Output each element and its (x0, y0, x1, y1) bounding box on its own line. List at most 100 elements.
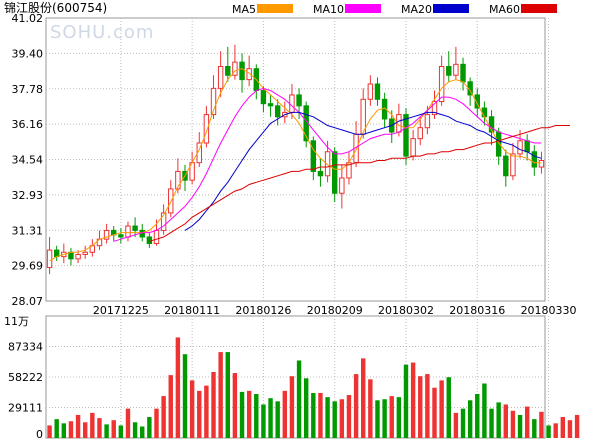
candle (367, 75, 374, 106)
candle (524, 134, 530, 161)
volume-bar (54, 419, 59, 438)
volume-bar (303, 378, 309, 438)
candle (232, 44, 238, 80)
price-tick-label: 36.16 (12, 118, 44, 131)
volume-bar (197, 390, 202, 438)
volume-bar (82, 422, 88, 438)
candle-body (153, 229, 160, 245)
volume-bar (361, 358, 366, 438)
volume-bar (389, 396, 394, 438)
candle-body (324, 151, 331, 177)
candle (132, 217, 138, 237)
volume-bar (517, 414, 523, 438)
legend-swatch (257, 4, 293, 13)
candle-body (260, 90, 267, 105)
chart-title: 锦江股份(600754) (4, 1, 107, 15)
candle (381, 92, 388, 128)
candle (210, 75, 217, 119)
date-tick-label: 20180209 (307, 304, 363, 317)
candle (431, 90, 438, 119)
volume-bar (147, 417, 152, 438)
date-tick-label: 20171225 (93, 304, 149, 317)
legend-label: MA60 (489, 3, 520, 16)
volume-bar (275, 401, 280, 438)
volume-bar (182, 354, 188, 438)
candle (538, 151, 545, 174)
ma-line-ma60 (149, 125, 570, 242)
volume-bar (467, 400, 473, 438)
candle (203, 105, 210, 148)
volume-bar (254, 393, 259, 438)
candle-body (75, 253, 81, 260)
volume-bar (161, 396, 166, 438)
volume-bar (232, 373, 238, 438)
volume-bar (403, 364, 409, 438)
candle-body (146, 236, 153, 245)
volume-bar (496, 402, 501, 438)
candle-body (510, 153, 516, 177)
volume-bar (524, 406, 530, 438)
candle (217, 51, 224, 98)
candle-body (103, 229, 110, 240)
candle (453, 46, 459, 80)
volume-tick-label: 58222 (8, 371, 43, 384)
candle-body (274, 105, 281, 118)
volume-bar (489, 408, 494, 438)
volume-bar (111, 420, 116, 438)
candle (331, 147, 338, 203)
candle (503, 149, 509, 187)
candle-body (538, 159, 545, 168)
volume-bar (353, 374, 359, 438)
price-tick-label: 34.54 (12, 154, 44, 167)
volume-bar (439, 380, 444, 438)
legend-swatch (345, 4, 381, 13)
volume-bar (325, 397, 330, 438)
candle-body (524, 140, 530, 153)
candle-body (481, 107, 488, 118)
volume-bar (268, 398, 273, 438)
volume-bar (90, 412, 95, 438)
volume-bar (132, 422, 138, 438)
volume-bar (282, 390, 288, 438)
volume-bar (475, 393, 480, 438)
candle-body (310, 140, 317, 172)
candle-body (296, 94, 302, 107)
candle-body (531, 151, 538, 168)
candle (296, 88, 302, 119)
volume-bar (239, 391, 245, 438)
candle-body (139, 229, 145, 238)
volume-tick-label: 0 (36, 428, 43, 440)
candle (125, 221, 131, 242)
candle-body (339, 177, 345, 194)
candle (61, 243, 67, 264)
volume-bar (553, 423, 558, 438)
volume-bar (289, 376, 295, 438)
date-tick-label: 20180111 (164, 304, 220, 317)
candle (460, 57, 466, 91)
volume-bar (97, 418, 102, 438)
volume-bar (104, 424, 109, 438)
candle-body (331, 151, 338, 194)
legend-label: MA20 (401, 3, 432, 16)
volume-bar (261, 404, 266, 438)
candle-body (82, 251, 88, 255)
candle (474, 88, 480, 117)
candle (317, 158, 324, 187)
volume-bar (382, 399, 387, 438)
volume-bar (168, 375, 173, 438)
candle-body (367, 83, 374, 100)
volume-bar (75, 414, 81, 438)
volume-tick-label: 29111 (8, 402, 43, 415)
candle-body (118, 234, 124, 238)
price-tick-label: 28.07 (12, 295, 44, 308)
volume-bar (546, 425, 551, 438)
candle (246, 55, 252, 87)
ma-line-ma20 (184, 111, 542, 231)
candle-body (503, 155, 509, 177)
watermark: SOHU.com (50, 22, 154, 43)
candle-body (474, 94, 480, 109)
volume-bar (154, 408, 159, 438)
candle-body (438, 66, 445, 102)
price-tick-label: 41.02 (12, 12, 44, 25)
